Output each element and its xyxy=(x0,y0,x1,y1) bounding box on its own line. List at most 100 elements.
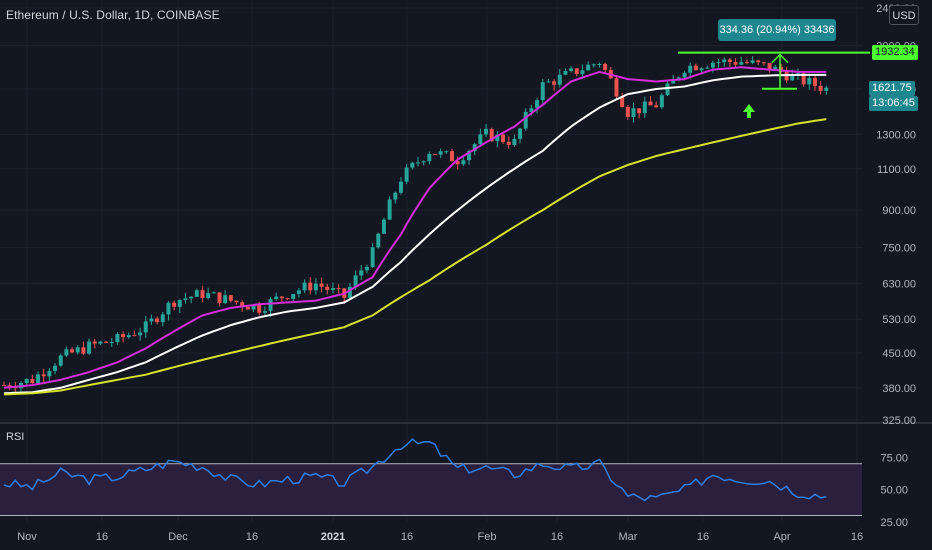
price-axis-label: 380.00 xyxy=(882,383,916,395)
rsi-axis[interactable]: 75.00 50.00 25.00 xyxy=(880,452,908,529)
candle-body xyxy=(620,96,625,107)
candle-body xyxy=(47,370,52,377)
candle-body xyxy=(109,342,114,344)
candle-body xyxy=(183,298,188,300)
candle-body xyxy=(75,347,80,353)
candle-body xyxy=(569,68,574,72)
price-axis-label: 630.00 xyxy=(882,279,916,291)
price-axis-label: 450.00 xyxy=(882,348,916,360)
price-axis-label: 1300.00 xyxy=(876,129,916,141)
candle-body xyxy=(563,71,568,75)
candle-body xyxy=(710,62,715,68)
candle-body xyxy=(790,74,795,81)
candle-body xyxy=(540,82,545,101)
candle-body xyxy=(433,153,437,155)
candle-body xyxy=(705,67,710,69)
rsi-label: RSI xyxy=(6,431,25,443)
candle-body xyxy=(257,304,262,313)
candle-body xyxy=(642,101,647,114)
moving-average-line xyxy=(3,66,827,389)
candle-body xyxy=(733,62,738,65)
candle-body xyxy=(240,302,245,307)
candle-body xyxy=(370,247,375,267)
candle-body xyxy=(313,283,318,291)
candle-body xyxy=(586,64,591,71)
candle-body xyxy=(801,73,806,85)
candle-body xyxy=(279,296,284,299)
candle-body xyxy=(501,134,506,142)
rsi-axis-label: 75.00 xyxy=(880,452,908,464)
moving-averages xyxy=(3,66,827,396)
candle-body xyxy=(591,64,596,66)
candle-body xyxy=(291,294,296,299)
time-axis-label: 16 xyxy=(851,531,863,543)
candle-body xyxy=(251,304,256,310)
candle-body xyxy=(671,79,676,84)
candle-body xyxy=(24,378,29,384)
candle-body xyxy=(381,219,386,234)
candle-body xyxy=(722,59,727,63)
countdown-tag: 13:06:45 xyxy=(869,96,918,111)
candle-body xyxy=(631,108,636,117)
candle-body xyxy=(552,81,557,85)
candle-body xyxy=(472,144,477,152)
price-axis-label: 1100.00 xyxy=(877,164,916,176)
candle-body xyxy=(739,62,744,65)
candle-body xyxy=(557,74,562,85)
candle-body xyxy=(308,282,313,291)
candle-body xyxy=(376,233,381,248)
candle-body xyxy=(166,302,171,315)
candle-body xyxy=(756,60,761,63)
candle-body xyxy=(64,349,69,356)
price-axis[interactable]: 2400.002000.001620.001300.001100.00900.0… xyxy=(876,3,916,427)
candle-body xyxy=(506,141,511,146)
candle-body xyxy=(364,266,369,271)
candle-body xyxy=(330,288,335,290)
rsi-line xyxy=(3,438,827,502)
candle-body xyxy=(693,65,698,71)
candle-body xyxy=(41,374,46,377)
currency-button[interactable]: USD xyxy=(889,5,919,25)
candle-body xyxy=(682,72,687,78)
candle-body xyxy=(637,108,642,114)
price-axis-label: 325.00 xyxy=(882,415,916,427)
candle-body xyxy=(625,106,630,117)
annotations[interactable] xyxy=(678,51,870,118)
time-axis-label: 16 xyxy=(401,531,413,543)
rsi-axis-label: 50.00 xyxy=(880,485,908,497)
candle-body xyxy=(160,314,165,323)
current-price-tag: 1621.75 xyxy=(869,81,915,96)
candle-body xyxy=(353,275,358,287)
candle-body xyxy=(302,282,307,291)
candle-body xyxy=(138,332,143,336)
candle-body xyxy=(58,355,63,366)
candle-body xyxy=(812,77,817,86)
candle-body xyxy=(274,296,279,300)
rsi-axis-label: 25.00 xyxy=(880,517,908,529)
candle-body xyxy=(450,151,454,162)
candle-body xyxy=(398,181,403,193)
candle-body xyxy=(421,161,426,163)
time-axis-label: 2021 xyxy=(321,531,345,543)
candle-body xyxy=(410,162,415,168)
candle-body xyxy=(149,318,154,322)
candle-body xyxy=(347,286,352,298)
candle-body xyxy=(727,59,732,63)
target-price-tag: 1932.34 xyxy=(872,45,918,60)
candle-body xyxy=(387,199,392,220)
candle-body xyxy=(455,161,460,165)
rsi-band xyxy=(0,463,862,516)
candle-body xyxy=(716,62,721,64)
candle-body xyxy=(70,349,75,353)
time-axis[interactable]: Nov 16 Dec 16 2021 16 Feb 16 Mar 16 Apr 16 xyxy=(17,531,863,543)
candle-body xyxy=(53,365,58,371)
candle-body xyxy=(336,288,341,290)
candle-body xyxy=(614,78,619,97)
candle-body xyxy=(245,306,250,310)
candle-body xyxy=(30,378,35,384)
candle-body xyxy=(750,60,755,63)
candle-body xyxy=(132,335,137,337)
candle-body xyxy=(262,311,267,313)
candle-body xyxy=(211,292,216,294)
